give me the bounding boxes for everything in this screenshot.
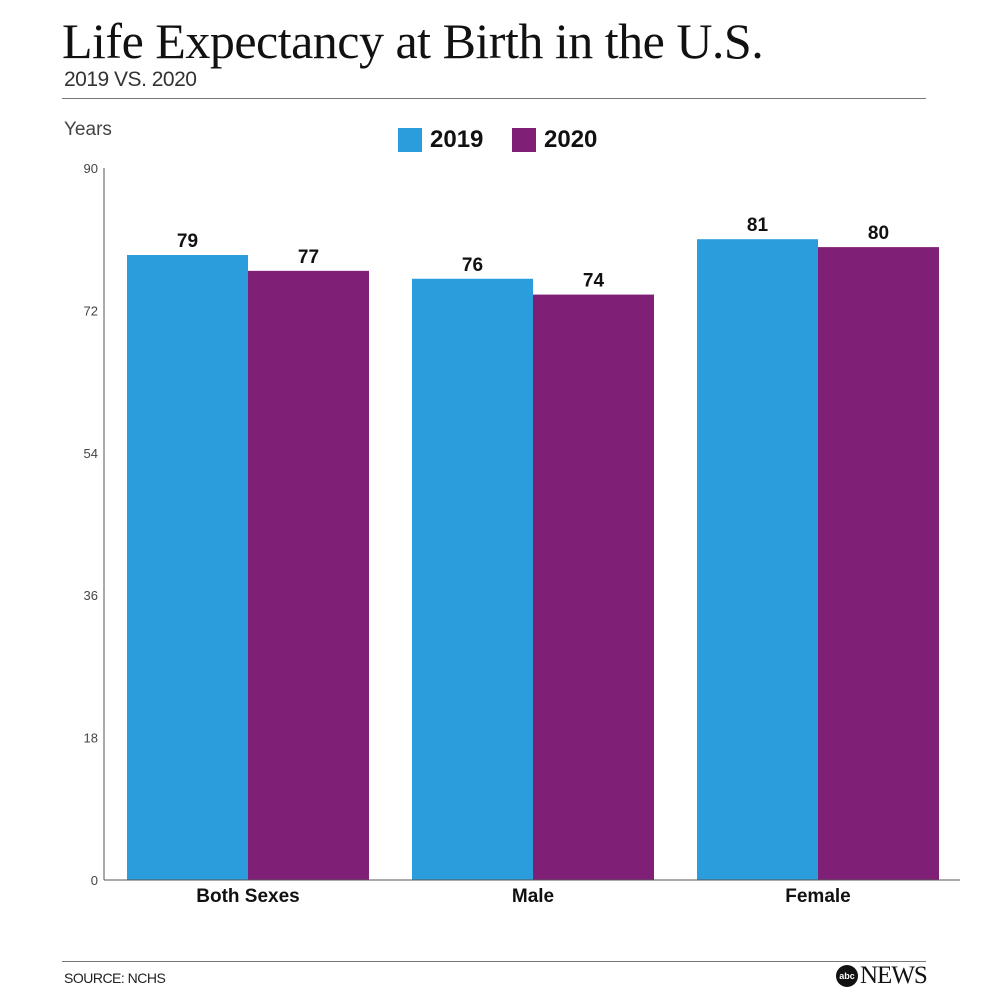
header-divider: [62, 98, 926, 99]
data-label: 74: [583, 271, 605, 292]
y-tick-label: 90: [84, 161, 98, 176]
y-axis-label: Years: [64, 119, 112, 140]
bar-2020-0: [248, 270, 369, 880]
legend-label-2019: 2019: [430, 126, 484, 153]
data-label: 80: [868, 223, 889, 244]
bar-2019-0: [127, 255, 248, 880]
source-note: SOURCE: NCHS: [64, 970, 166, 986]
bar-2019-2: [697, 239, 818, 880]
news-wordmark: NEWS: [860, 962, 928, 989]
bar-2019-1: [412, 278, 533, 880]
data-label: 81: [747, 215, 769, 236]
bar-2020-2: [818, 247, 939, 881]
data-label: 76: [462, 255, 483, 276]
abc-news-logo: abc NEWS: [836, 962, 928, 990]
legend-swatch-2019: [398, 128, 422, 152]
bar-2020-1: [533, 294, 654, 881]
data-label: 79: [177, 231, 198, 252]
x-tick-label: Male: [512, 886, 554, 907]
data-label: 77: [298, 247, 319, 268]
abc-logo-circle: abc: [836, 965, 858, 987]
x-tick-label: Both Sexes: [196, 886, 299, 907]
chart-title: Life Expectancy at Birth in the U.S.: [62, 13, 764, 69]
y-tick-label: 0: [91, 873, 98, 888]
y-tick-label: 36: [84, 588, 98, 603]
y-tick-label: 72: [84, 303, 98, 318]
y-tick-label: 54: [84, 446, 98, 461]
legend-item-2019: 2019: [398, 126, 483, 154]
y-tick-label: 18: [84, 731, 98, 746]
x-tick-label: Female: [785, 886, 850, 907]
chart-subtitle: 2019 VS. 2020: [64, 68, 197, 91]
legend-label-2020: 2020: [544, 126, 598, 153]
legend-swatch-2020: [512, 128, 536, 152]
legend-item-2020: 2020: [512, 126, 597, 154]
footer-divider: [62, 961, 926, 962]
